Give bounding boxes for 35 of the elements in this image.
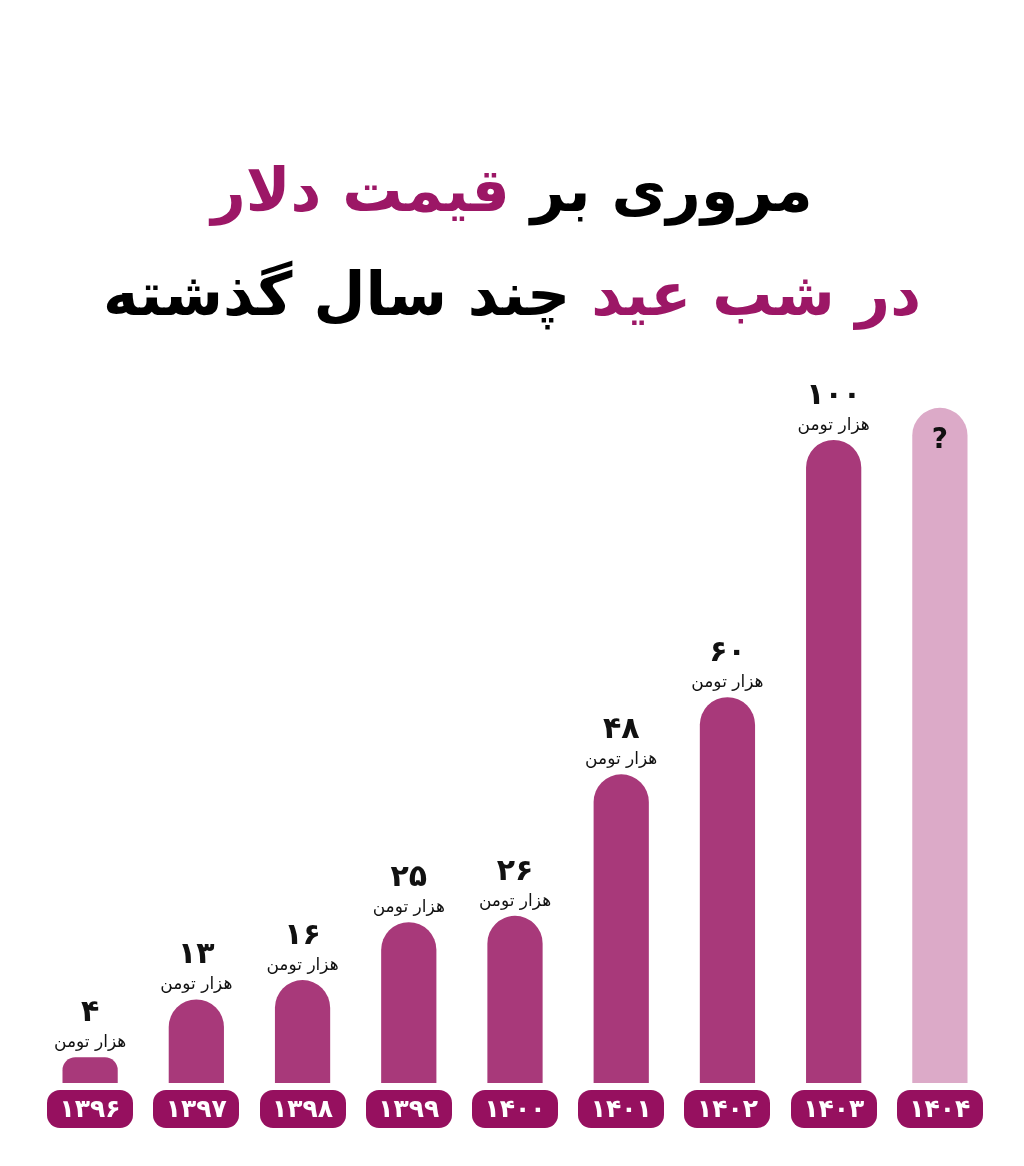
bar xyxy=(381,922,437,1083)
x-tick-label: ۱۳۹۹ xyxy=(365,1090,452,1128)
data-label: ۱۳ xyxy=(178,935,215,971)
data-label: ? xyxy=(931,421,949,455)
bar xyxy=(806,439,862,1083)
annotation: هزار تومن xyxy=(478,889,552,910)
bar xyxy=(699,697,756,1083)
chart-title: مروری بر قیمت دلار در شب عید چند سال گذشته xyxy=(103,155,921,329)
annotation: هزار تومن xyxy=(797,413,870,434)
x-tick-label: ۱۴۰۰ xyxy=(472,1090,558,1128)
data-label: ۱۶ xyxy=(284,916,321,952)
data-label: ۲۶ xyxy=(496,851,534,887)
bar xyxy=(487,915,543,1083)
annotation: هزار تومن xyxy=(266,954,339,975)
annotation: هزار تومن xyxy=(53,1031,127,1052)
annotation: هزار تومن xyxy=(585,748,658,769)
annotation: هزار تومن xyxy=(160,973,233,994)
x-tick-label: ۱۴۰۴ xyxy=(896,1090,983,1128)
bar xyxy=(62,1057,118,1083)
bar xyxy=(593,774,649,1083)
x-tick-label: ۱۳۹۷ xyxy=(153,1090,240,1128)
data-label: ۱۰۰ xyxy=(806,375,862,411)
x-tick-label: ۱۴۰۲ xyxy=(684,1090,771,1128)
data-label: ۲۵ xyxy=(390,858,428,894)
x-tick-label: ۱۴۰۳ xyxy=(790,1090,877,1128)
x-tick-label: ۱۴۰۱ xyxy=(578,1090,665,1128)
bar xyxy=(912,407,968,1083)
annotation: هزار تومن xyxy=(372,896,445,917)
bar xyxy=(274,980,331,1083)
data-label: ۴۸ xyxy=(602,710,640,746)
data-label: ۶۰ xyxy=(709,633,746,669)
x-tick-label: ۱۳۹۸ xyxy=(259,1090,346,1128)
x-tick-label: ۱۳۹۶ xyxy=(47,1090,134,1128)
annotation: هزار تومن xyxy=(691,671,764,692)
data-label: ۴ xyxy=(80,993,100,1029)
